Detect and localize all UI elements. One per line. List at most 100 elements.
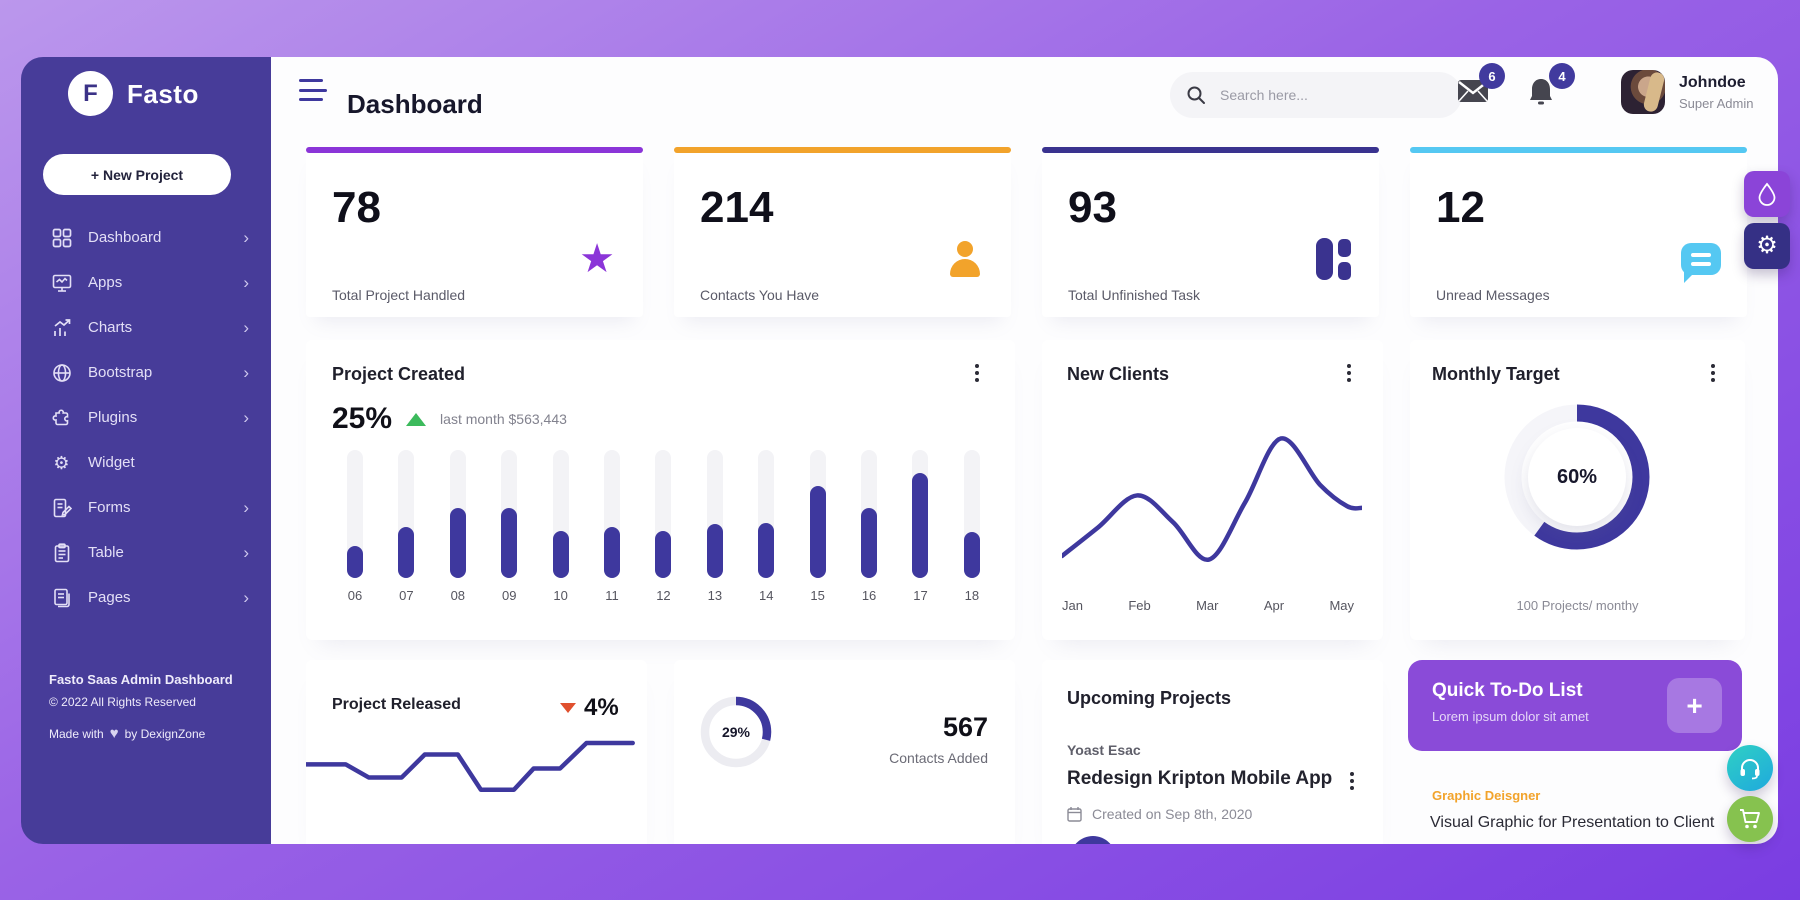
contacts-added-value: 567: [942, 712, 988, 742]
project-created-percent: 25%: [332, 402, 393, 435]
chevron-right-icon: ›: [243, 587, 249, 607]
search-input[interactable]: [1218, 86, 1392, 104]
project-released-card: Project Released 4%: [306, 660, 647, 844]
user-avatar[interactable]: [1621, 70, 1665, 114]
theme-customizer-button[interactable]: [1744, 171, 1790, 217]
pages-icon: [51, 587, 72, 608]
sidebar-item-apps[interactable]: Apps ›: [21, 260, 271, 305]
chevron-right-icon: ›: [243, 272, 249, 292]
monthly-target-title: Monthly Target: [1432, 364, 1560, 384]
upcoming-created: Created on Sep 8th, 2020: [1067, 806, 1252, 822]
cart-icon: [1740, 809, 1760, 829]
upcoming-client: Yoast Esac: [1067, 742, 1141, 758]
brand-logo-letter: F: [83, 79, 98, 107]
task-tag: Graphic Deisgner: [1432, 788, 1541, 803]
upcoming-created-text: Created on Sep 8th, 2020: [1092, 806, 1253, 822]
sidebar-item-label: Bootstrap: [88, 364, 153, 381]
stat-label: Total Unfinished Task: [1068, 287, 1201, 303]
monthly-target-card: Monthly Target 60% 100 Projects/ monthy: [1410, 340, 1745, 640]
bar-label: 11: [605, 588, 619, 603]
sidebar-item-dashboard[interactable]: Dashboard ›: [21, 215, 271, 260]
mail-badge: 6: [1479, 63, 1505, 89]
shop-button[interactable]: [1727, 796, 1773, 842]
bell-icon: [1530, 79, 1552, 105]
new-clients-title: New Clients: [1067, 364, 1170, 384]
calendar-icon: [1067, 807, 1082, 822]
stat-accent-bar: [1410, 147, 1747, 153]
bar-chart-icon: [51, 317, 72, 338]
contacts-added-card: 29% 567 Contacts Added: [674, 660, 1015, 844]
upcoming-member-avatar: [1070, 836, 1116, 844]
sidebar-item-label: Forms: [88, 499, 131, 516]
plus-icon: +: [1686, 689, 1703, 721]
bar-column: 16: [854, 450, 884, 610]
upcoming-project-name: Redesign Kripton Mobile App: [1067, 768, 1333, 789]
support-button[interactable]: [1727, 745, 1773, 791]
search-icon: [1186, 85, 1206, 105]
puzzle-icon: [51, 407, 72, 428]
project-created-card: Project Created 25% last month $563,443 …: [306, 340, 1015, 640]
project-created-title: Project Created: [332, 364, 466, 384]
bar-label: 10: [553, 588, 568, 603]
monthly-target-menu-icon[interactable]: [1703, 362, 1723, 384]
sidebar-item-charts[interactable]: Charts ›: [21, 305, 271, 350]
brand-logo[interactable]: F: [68, 71, 113, 116]
stat-label: Contacts You Have: [700, 287, 820, 303]
stat-value: 78: [332, 183, 381, 232]
sidebar-item-label: Charts: [88, 319, 133, 336]
user-role: Super Admin: [1679, 96, 1754, 111]
settings-button[interactable]: ⚙: [1744, 223, 1790, 269]
sidebar-item-plugins[interactable]: Plugins ›: [21, 395, 271, 440]
project-created-menu-icon[interactable]: [967, 362, 987, 384]
gear-icon: ⚙: [1756, 232, 1778, 259]
bar-column: 18: [957, 450, 987, 610]
hamburger-menu-icon[interactable]: [299, 79, 327, 101]
sidebar-item-forms[interactable]: Forms ›: [21, 485, 271, 530]
stat-value: 93: [1068, 183, 1117, 232]
heart-icon: ♥: [109, 725, 119, 742]
person-icon: [943, 237, 987, 281]
stat-card-contacts-you-have: 214 Contacts You Have: [674, 147, 1011, 317]
new-clients-x-labels: Jan Feb Mar Apr May: [1062, 598, 1354, 613]
sidebar-item-bootstrap[interactable]: Bootstrap ›: [21, 350, 271, 395]
x-axis-label: Mar: [1196, 598, 1219, 613]
stat-card-total-project-handled: 78 Total Project Handled ★: [306, 147, 643, 317]
quick-todo-subtitle: Lorem ipsum dolor sit amet: [1432, 709, 1589, 724]
contacts-added-percent: 29%: [721, 724, 751, 740]
project-created-summary: 25% last month $563,443: [332, 402, 567, 436]
bar-column: 09: [494, 450, 524, 610]
project-released-percent: 4%: [584, 694, 619, 721]
sidebar-item-label: Plugins: [88, 409, 138, 426]
add-todo-button[interactable]: +: [1667, 678, 1722, 733]
grid-icon: [51, 227, 72, 248]
search-bar[interactable]: [1170, 72, 1462, 118]
chevron-right-icon: ›: [243, 407, 249, 427]
chat-icon: [1679, 237, 1723, 283]
chevron-right-icon: ›: [243, 317, 249, 337]
sidebar-menu: Dashboard › Apps › Charts › Bootstrap › Plugins ›…: [21, 215, 271, 620]
x-axis-label: Apr: [1263, 598, 1285, 613]
new-clients-menu-icon[interactable]: [1339, 362, 1359, 384]
footer-copyright: © 2022 All Rights Reserved: [49, 695, 196, 709]
upcoming-project-menu-icon[interactable]: [1342, 770, 1362, 792]
footer-title: Fasto Saas Admin Dashboard: [49, 672, 233, 687]
bar-label: 06: [347, 588, 363, 603]
bar-label: 07: [399, 588, 414, 603]
bar-label: 14: [759, 588, 774, 603]
sidebar-item-widget[interactable]: ⚙ Widget: [21, 440, 271, 485]
sidebar-item-label: Pages: [88, 589, 131, 606]
form-icon: [51, 497, 72, 518]
sidebar-item-table[interactable]: Table ›: [21, 530, 271, 575]
bar-label: 08: [450, 588, 466, 603]
quick-todo-card: Quick To-Do List Lorem ipsum dolor sit a…: [1408, 660, 1742, 751]
stat-value: 214: [700, 183, 774, 232]
sidebar-item-pages[interactable]: Pages ›: [21, 575, 271, 620]
new-project-button[interactable]: + New Project: [43, 154, 231, 195]
stat-accent-bar: [1042, 147, 1379, 153]
x-axis-label: May: [1329, 598, 1354, 613]
notifications-button[interactable]: [1519, 69, 1563, 113]
sidebar-item-label: Widget: [88, 454, 135, 471]
bar-label: 16: [861, 588, 877, 603]
stat-accent-bar: [674, 147, 1011, 153]
stat-label: Total Project Handled: [332, 287, 466, 303]
